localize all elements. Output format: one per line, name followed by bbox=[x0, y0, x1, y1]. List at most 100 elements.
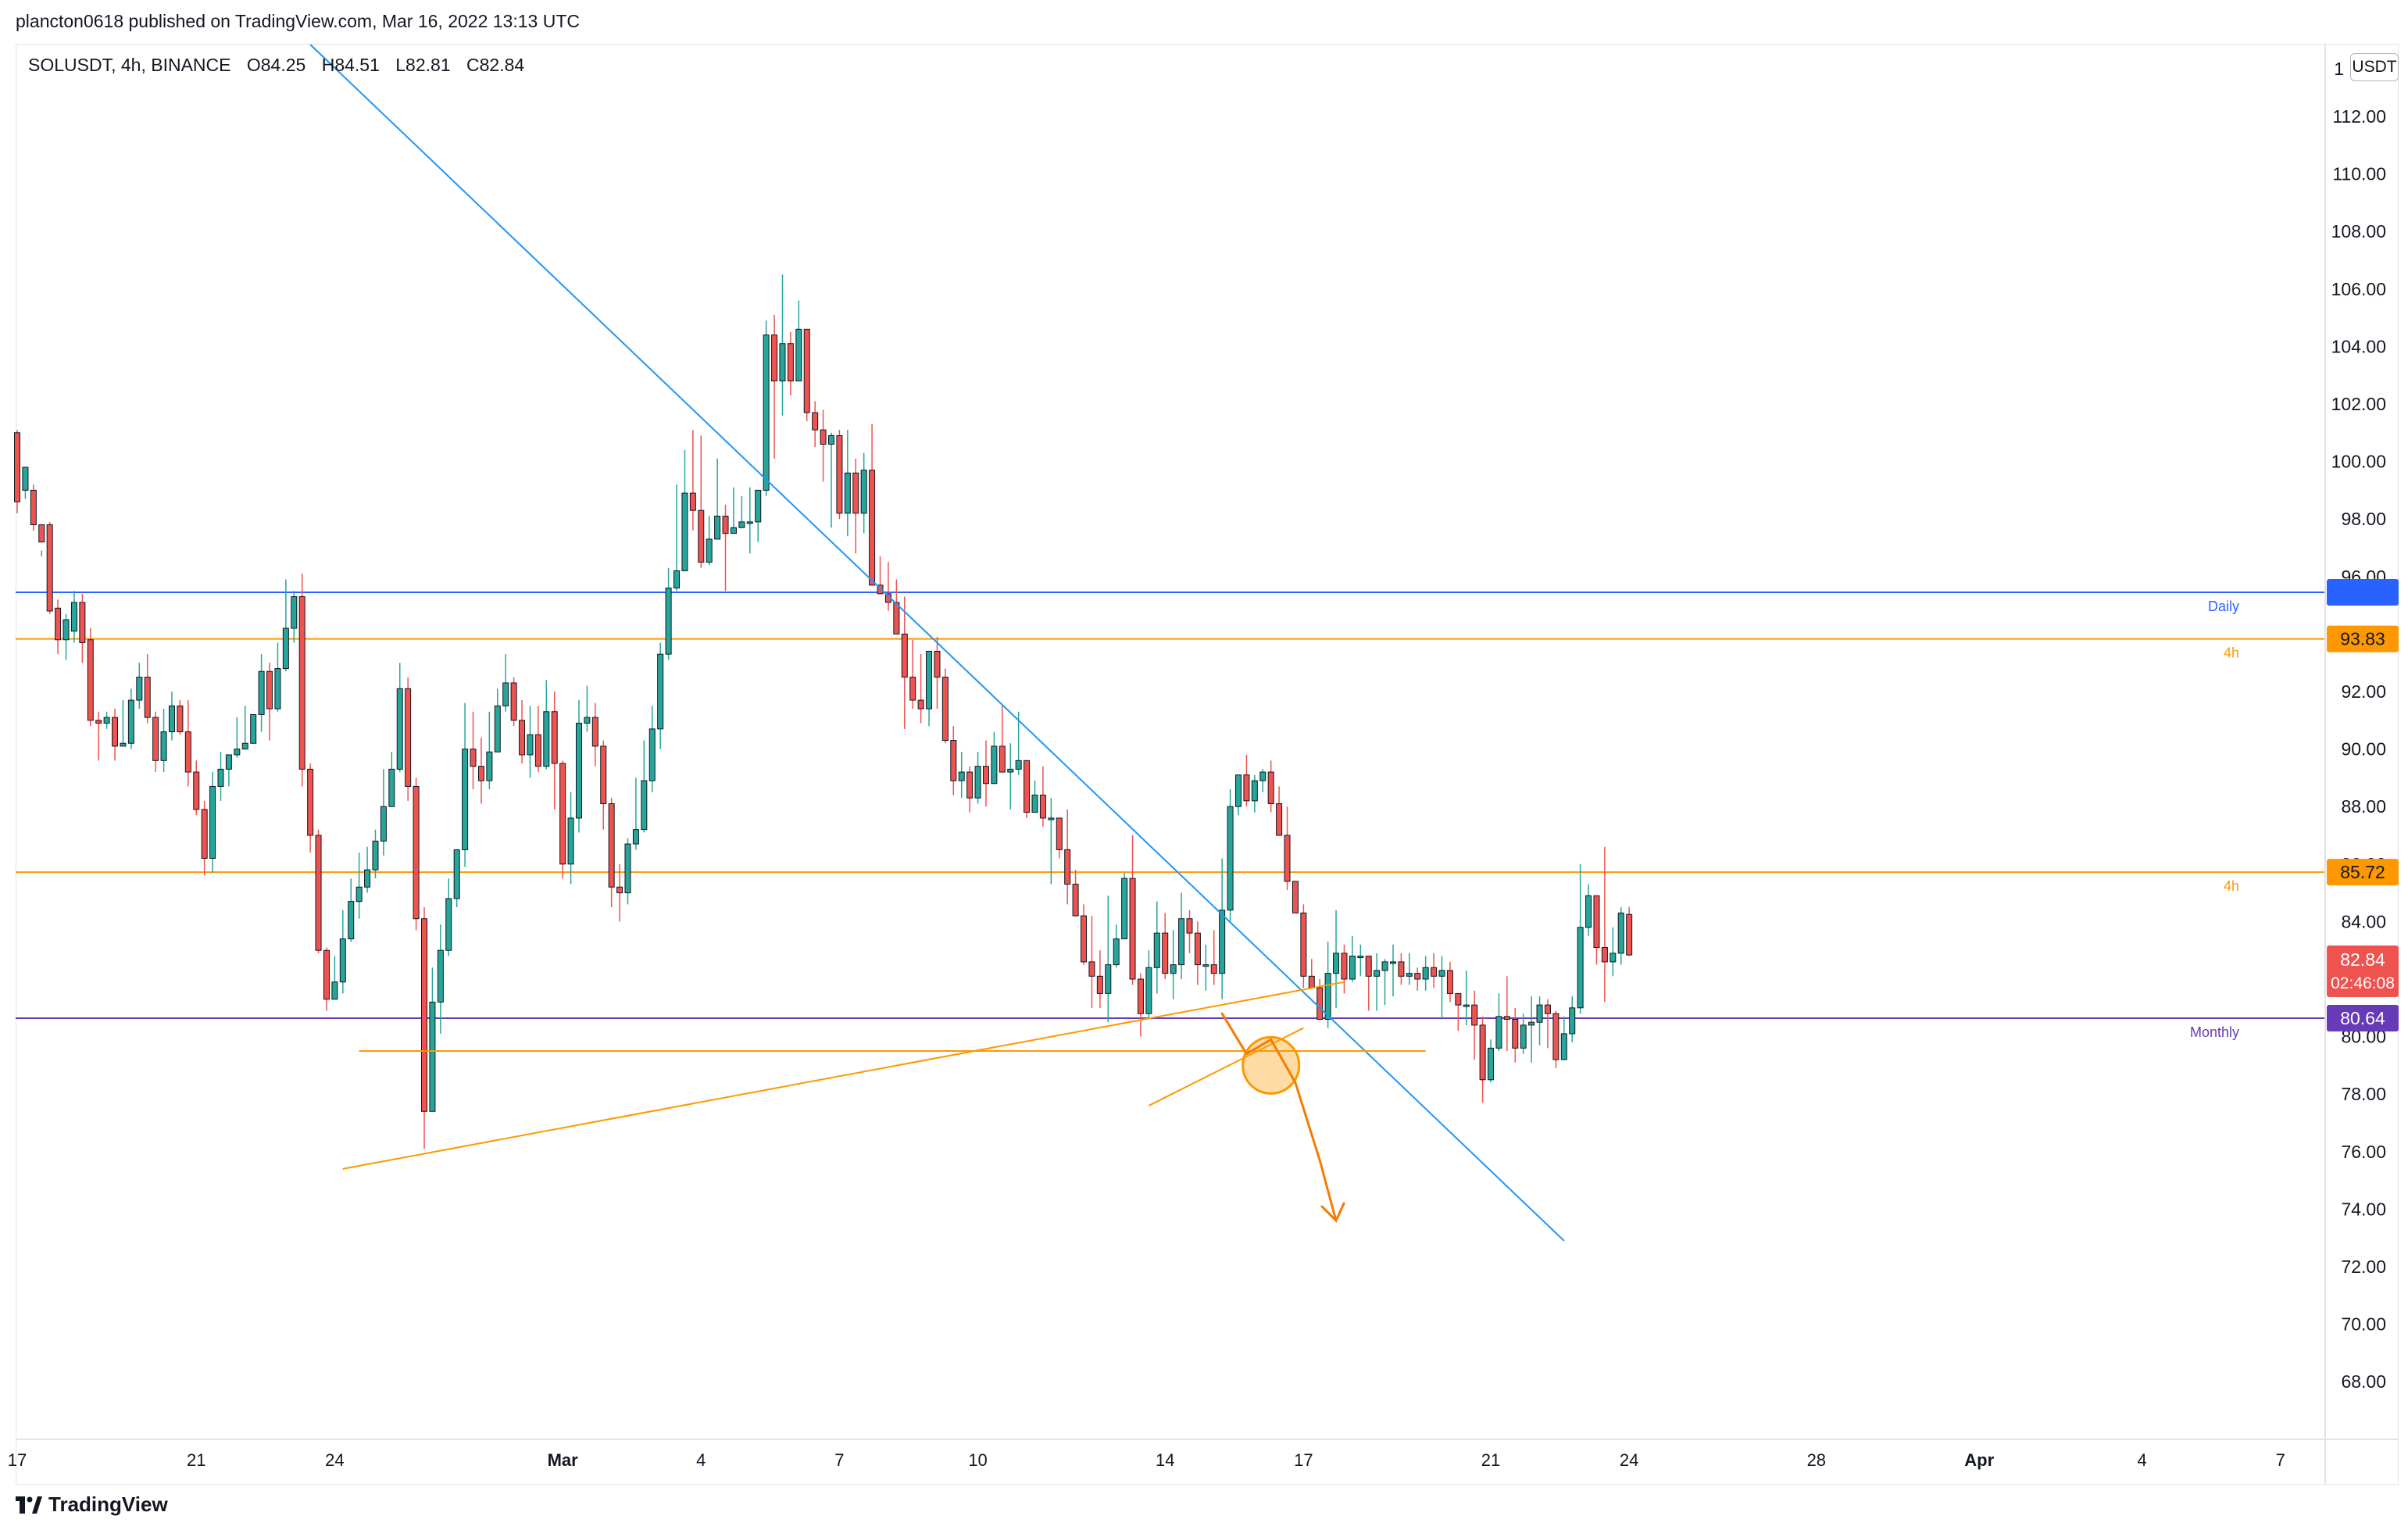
candle bbox=[1007, 743, 1014, 810]
candle-body bbox=[55, 607, 62, 641]
candle-body bbox=[1259, 771, 1267, 781]
candle-body bbox=[1381, 961, 1388, 971]
candle bbox=[1096, 950, 1103, 1008]
candle-body bbox=[738, 521, 745, 528]
candle bbox=[502, 654, 509, 712]
candle-body bbox=[136, 677, 143, 701]
candle bbox=[1601, 846, 1608, 1003]
candle-body bbox=[1039, 794, 1046, 819]
descending-trendline bbox=[309, 44, 1565, 1242]
candle-body bbox=[1479, 1024, 1486, 1081]
candle-body bbox=[1610, 953, 1617, 963]
candle-body bbox=[413, 785, 420, 920]
candle-body bbox=[1324, 973, 1331, 1021]
candle bbox=[1024, 760, 1031, 818]
candle bbox=[1162, 913, 1169, 979]
candle bbox=[477, 737, 484, 804]
candle-body bbox=[291, 596, 298, 629]
candle-body bbox=[1031, 794, 1038, 813]
candle-body bbox=[250, 713, 257, 744]
published-by-text: plancton0618 published on TradingView.co… bbox=[16, 11, 580, 31]
x-tick-label: 14 bbox=[1156, 1450, 1174, 1470]
candle bbox=[413, 778, 420, 931]
candle bbox=[1129, 835, 1136, 985]
x-tick-label: 4 bbox=[2137, 1450, 2146, 1470]
candle-body bbox=[307, 768, 314, 836]
candle-body bbox=[486, 751, 493, 781]
candle-body bbox=[877, 584, 884, 595]
candle bbox=[1121, 872, 1128, 939]
symbol-name[interactable]: SOLUSDT, 4h, BINANCE bbox=[28, 55, 231, 75]
candle-body bbox=[1560, 1033, 1567, 1060]
candle-body bbox=[689, 492, 696, 511]
candle-body bbox=[462, 749, 469, 850]
candle-body bbox=[779, 343, 786, 382]
candle bbox=[258, 654, 265, 732]
candle bbox=[803, 328, 810, 422]
candle bbox=[1039, 766, 1046, 827]
candle-body bbox=[1105, 964, 1112, 994]
candle bbox=[641, 740, 648, 833]
level-price-badge bbox=[2327, 1005, 2399, 1032]
candle bbox=[486, 711, 493, 790]
candle bbox=[429, 967, 436, 1112]
currency-button[interactable]: USDT bbox=[2350, 53, 2399, 81]
tradingview-logo-icon bbox=[16, 1496, 42, 1514]
candle-body bbox=[87, 639, 94, 721]
candle-body bbox=[1096, 975, 1103, 994]
candle-body bbox=[282, 627, 289, 670]
candle bbox=[291, 591, 298, 643]
candle bbox=[1267, 760, 1274, 813]
candle-body bbox=[1048, 817, 1055, 820]
candle bbox=[844, 430, 851, 537]
candle-body bbox=[1520, 1024, 1527, 1049]
candle-body bbox=[1081, 915, 1088, 963]
candle-body bbox=[714, 516, 721, 540]
tradingview-brand[interactable]: TradingView bbox=[16, 1492, 168, 1517]
candle-body bbox=[1072, 884, 1079, 917]
low-value: L82.81 bbox=[395, 55, 451, 75]
candle bbox=[1552, 1010, 1559, 1069]
candle bbox=[999, 706, 1006, 773]
candle-body bbox=[1267, 771, 1274, 805]
candle bbox=[941, 668, 949, 744]
candle bbox=[551, 692, 558, 810]
candle-body bbox=[1398, 961, 1405, 977]
candle-body bbox=[1455, 992, 1462, 1006]
candle bbox=[1617, 907, 1624, 965]
candle bbox=[1349, 935, 1356, 982]
candle-body bbox=[567, 817, 574, 865]
candle-body bbox=[632, 829, 639, 845]
level-price-badge bbox=[2327, 579, 2399, 606]
candle-body bbox=[1422, 967, 1429, 980]
candle bbox=[738, 495, 745, 528]
candle bbox=[225, 754, 232, 787]
candle bbox=[934, 637, 941, 710]
candle-body bbox=[1512, 1019, 1519, 1049]
candle bbox=[1544, 999, 1551, 1049]
candle-body bbox=[372, 840, 379, 870]
candle-body bbox=[217, 768, 224, 787]
candle bbox=[877, 556, 884, 595]
candle bbox=[95, 711, 102, 761]
candle bbox=[1495, 993, 1502, 1051]
candle bbox=[1243, 754, 1250, 807]
candle bbox=[152, 711, 159, 773]
level-tag: 4h bbox=[2224, 645, 2239, 661]
candle bbox=[1414, 967, 1421, 991]
candle bbox=[950, 726, 957, 795]
candle-body bbox=[1227, 806, 1234, 911]
candle-body bbox=[437, 949, 444, 1003]
current-price-badge bbox=[2327, 946, 2399, 997]
candle-body bbox=[1153, 932, 1160, 968]
x-tick-label: 21 bbox=[1481, 1450, 1500, 1470]
candle bbox=[339, 910, 346, 994]
candle-body bbox=[1569, 1007, 1576, 1035]
candle-body bbox=[1113, 938, 1120, 966]
candle bbox=[1455, 992, 1462, 1031]
candle bbox=[1308, 959, 1315, 988]
candle bbox=[1292, 881, 1299, 913]
candle-body bbox=[1577, 927, 1584, 1009]
candle-body bbox=[144, 677, 151, 718]
